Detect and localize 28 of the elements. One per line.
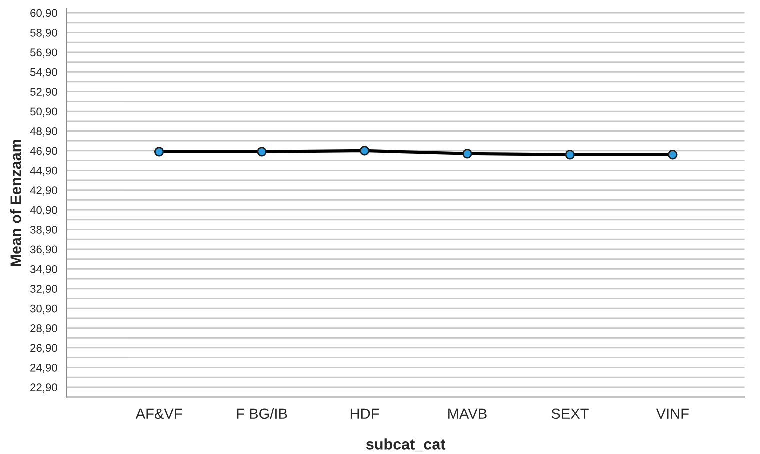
y-tick-label: 52,90 [30, 88, 58, 98]
y-axis-title: Mean of Eenzaam [10, 140, 22, 266]
y-tick-label: 28,90 [30, 324, 58, 334]
y-tick-label: 54,90 [30, 68, 58, 78]
y-tick-label: 48,90 [30, 128, 58, 137]
x-tick-label: SEXT [552, 408, 589, 420]
y-tick-label: 22,90 [30, 384, 58, 393]
x-tick-label: AF&VF [136, 408, 182, 420]
y-tick-label: 30,90 [30, 304, 58, 314]
y-tick-label: 58,90 [30, 28, 58, 38]
x-tick-label: F BG/IB [237, 408, 288, 420]
y-tick-label: 34,90 [30, 265, 58, 275]
y-tick-label: 42,90 [30, 186, 58, 196]
y-tick-label: 40,90 [30, 206, 58, 216]
x-tick-label: MAVB [448, 408, 487, 419]
x-axis-title: subcat_cat [366, 438, 446, 452]
y-tick-label: 24,90 [30, 364, 58, 374]
y-tick-label: 36,90 [30, 246, 58, 255]
y-tick-label: 56,90 [30, 48, 58, 58]
y-tick-label: 26,90 [30, 344, 58, 354]
y-tick-label: 38,90 [30, 226, 58, 236]
y-tick-label: 32,90 [30, 285, 58, 294]
y-tick-label: 44,90 [30, 166, 58, 176]
y-tick-label: 60,90 [30, 9, 58, 18]
x-tick-label: VINF [656, 408, 689, 419]
y-tick-label: 50,90 [30, 108, 58, 117]
y-tick-label: 46,90 [30, 147, 58, 156]
x-tick-label: HDF [350, 408, 380, 419]
